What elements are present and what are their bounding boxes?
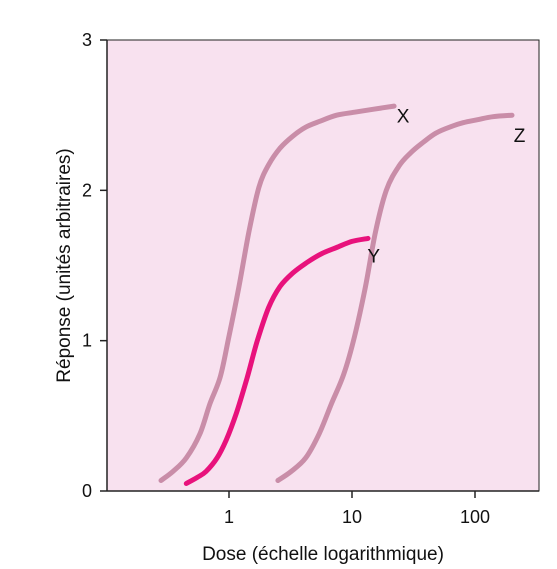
plot-background bbox=[106, 39, 540, 492]
y-tick-label: 2 bbox=[82, 180, 92, 200]
y-ticks: 0 1 2 3 bbox=[82, 30, 107, 501]
curve-label-y: Y bbox=[367, 246, 380, 267]
curve-y bbox=[183, 235, 371, 486]
curve-label-x: X bbox=[397, 107, 410, 128]
x-ticks: 1 10 100 bbox=[224, 491, 490, 527]
y-tick-label: 1 bbox=[82, 331, 92, 351]
y-tick-label: 3 bbox=[82, 30, 92, 50]
x-tick-label: 10 bbox=[342, 507, 362, 527]
curves-layer bbox=[158, 103, 515, 486]
curve-x bbox=[158, 103, 397, 483]
x-tick-label: 100 bbox=[460, 507, 490, 527]
y-axis-title: Réponse (unités arbitraires) bbox=[54, 148, 75, 382]
x-tick-label: 1 bbox=[224, 507, 234, 527]
curve-z bbox=[275, 112, 515, 483]
x-axis-title: Dose (échelle logarithmique) bbox=[202, 544, 444, 565]
curve-label-z: Z bbox=[514, 126, 526, 147]
y-tick-label: 0 bbox=[82, 481, 92, 501]
axes-layer bbox=[106, 40, 539, 492]
curve-labels: X Y Z bbox=[367, 107, 525, 268]
